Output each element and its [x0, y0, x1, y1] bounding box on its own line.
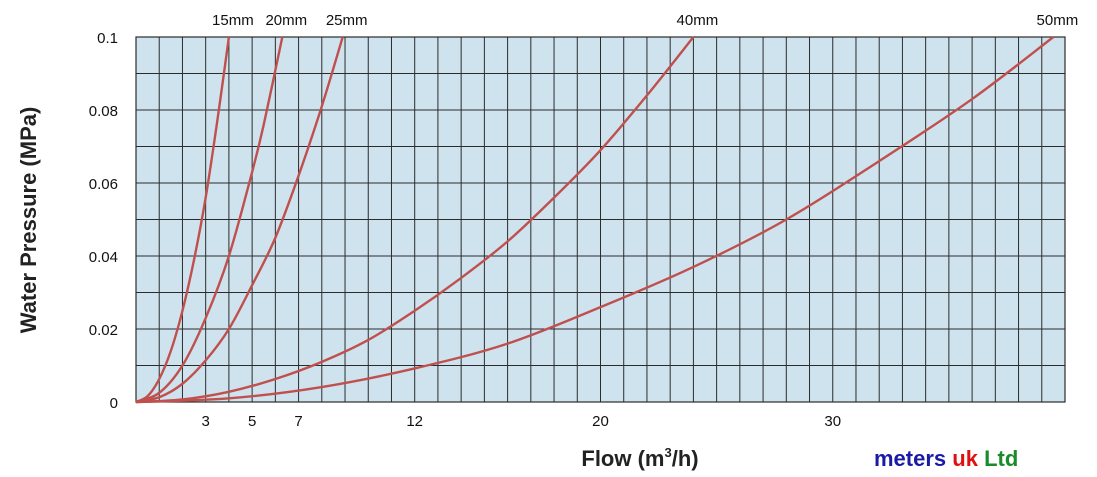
series-labels: 15mm 20mm 25mm 40mm 50mm [212, 12, 1078, 29]
series-label-25mm: 25mm [326, 12, 368, 29]
logo-word-meters: meters [874, 446, 947, 471]
x-tick-label: 5 [248, 413, 256, 430]
x-axis-title-sup: 3 [664, 445, 671, 460]
series-label-50mm: 50mm [1037, 12, 1079, 29]
logo-word-uk: uk [952, 446, 978, 471]
series-label-40mm: 40mm [677, 12, 719, 29]
plot-frame [135, 36, 1066, 403]
series-label-15mm: 15mm [212, 12, 254, 29]
x-tick-label: 3 [202, 413, 210, 430]
x-tick-label: 12 [406, 413, 423, 430]
x-axis-title: Flow (m3/h) [581, 445, 698, 471]
logo-word-ltd: Ltd [984, 446, 1019, 471]
x-tick-label: 20 [592, 413, 609, 430]
curve-15mm [135, 36, 231, 404]
y-tick-label: 0.1 [97, 30, 118, 47]
company-logo: meters uk Ltd [874, 446, 1018, 472]
y-tick-label: 0.02 [89, 322, 118, 339]
y-tick-label: 0 [110, 395, 118, 412]
grid-lines [135, 36, 1066, 403]
curve-40mm [135, 36, 695, 404]
curve-20mm [135, 36, 284, 404]
curve-50mm [135, 36, 1055, 404]
x-tick-label: 7 [294, 413, 302, 430]
series-label-20mm: 20mm [265, 12, 307, 29]
curve-25mm [135, 36, 344, 404]
y-tick-label: 0.04 [89, 249, 118, 266]
y-tick-label: 0.06 [89, 176, 118, 193]
x-tick-label: 30 [824, 413, 841, 430]
y-axis-title: Water Pressure (MPa) [16, 107, 41, 334]
x-tick-labels: 3 5 7 12 20 30 [202, 413, 842, 430]
series-curves [135, 36, 1055, 404]
y-tick-labels: 0 0.02 0.04 0.06 0.08 0.1 [89, 30, 118, 412]
x-axis-title-main: Flow (m [581, 446, 664, 471]
y-tick-label: 0.08 [89, 103, 118, 120]
x-axis-title-tail: /h) [672, 446, 699, 471]
